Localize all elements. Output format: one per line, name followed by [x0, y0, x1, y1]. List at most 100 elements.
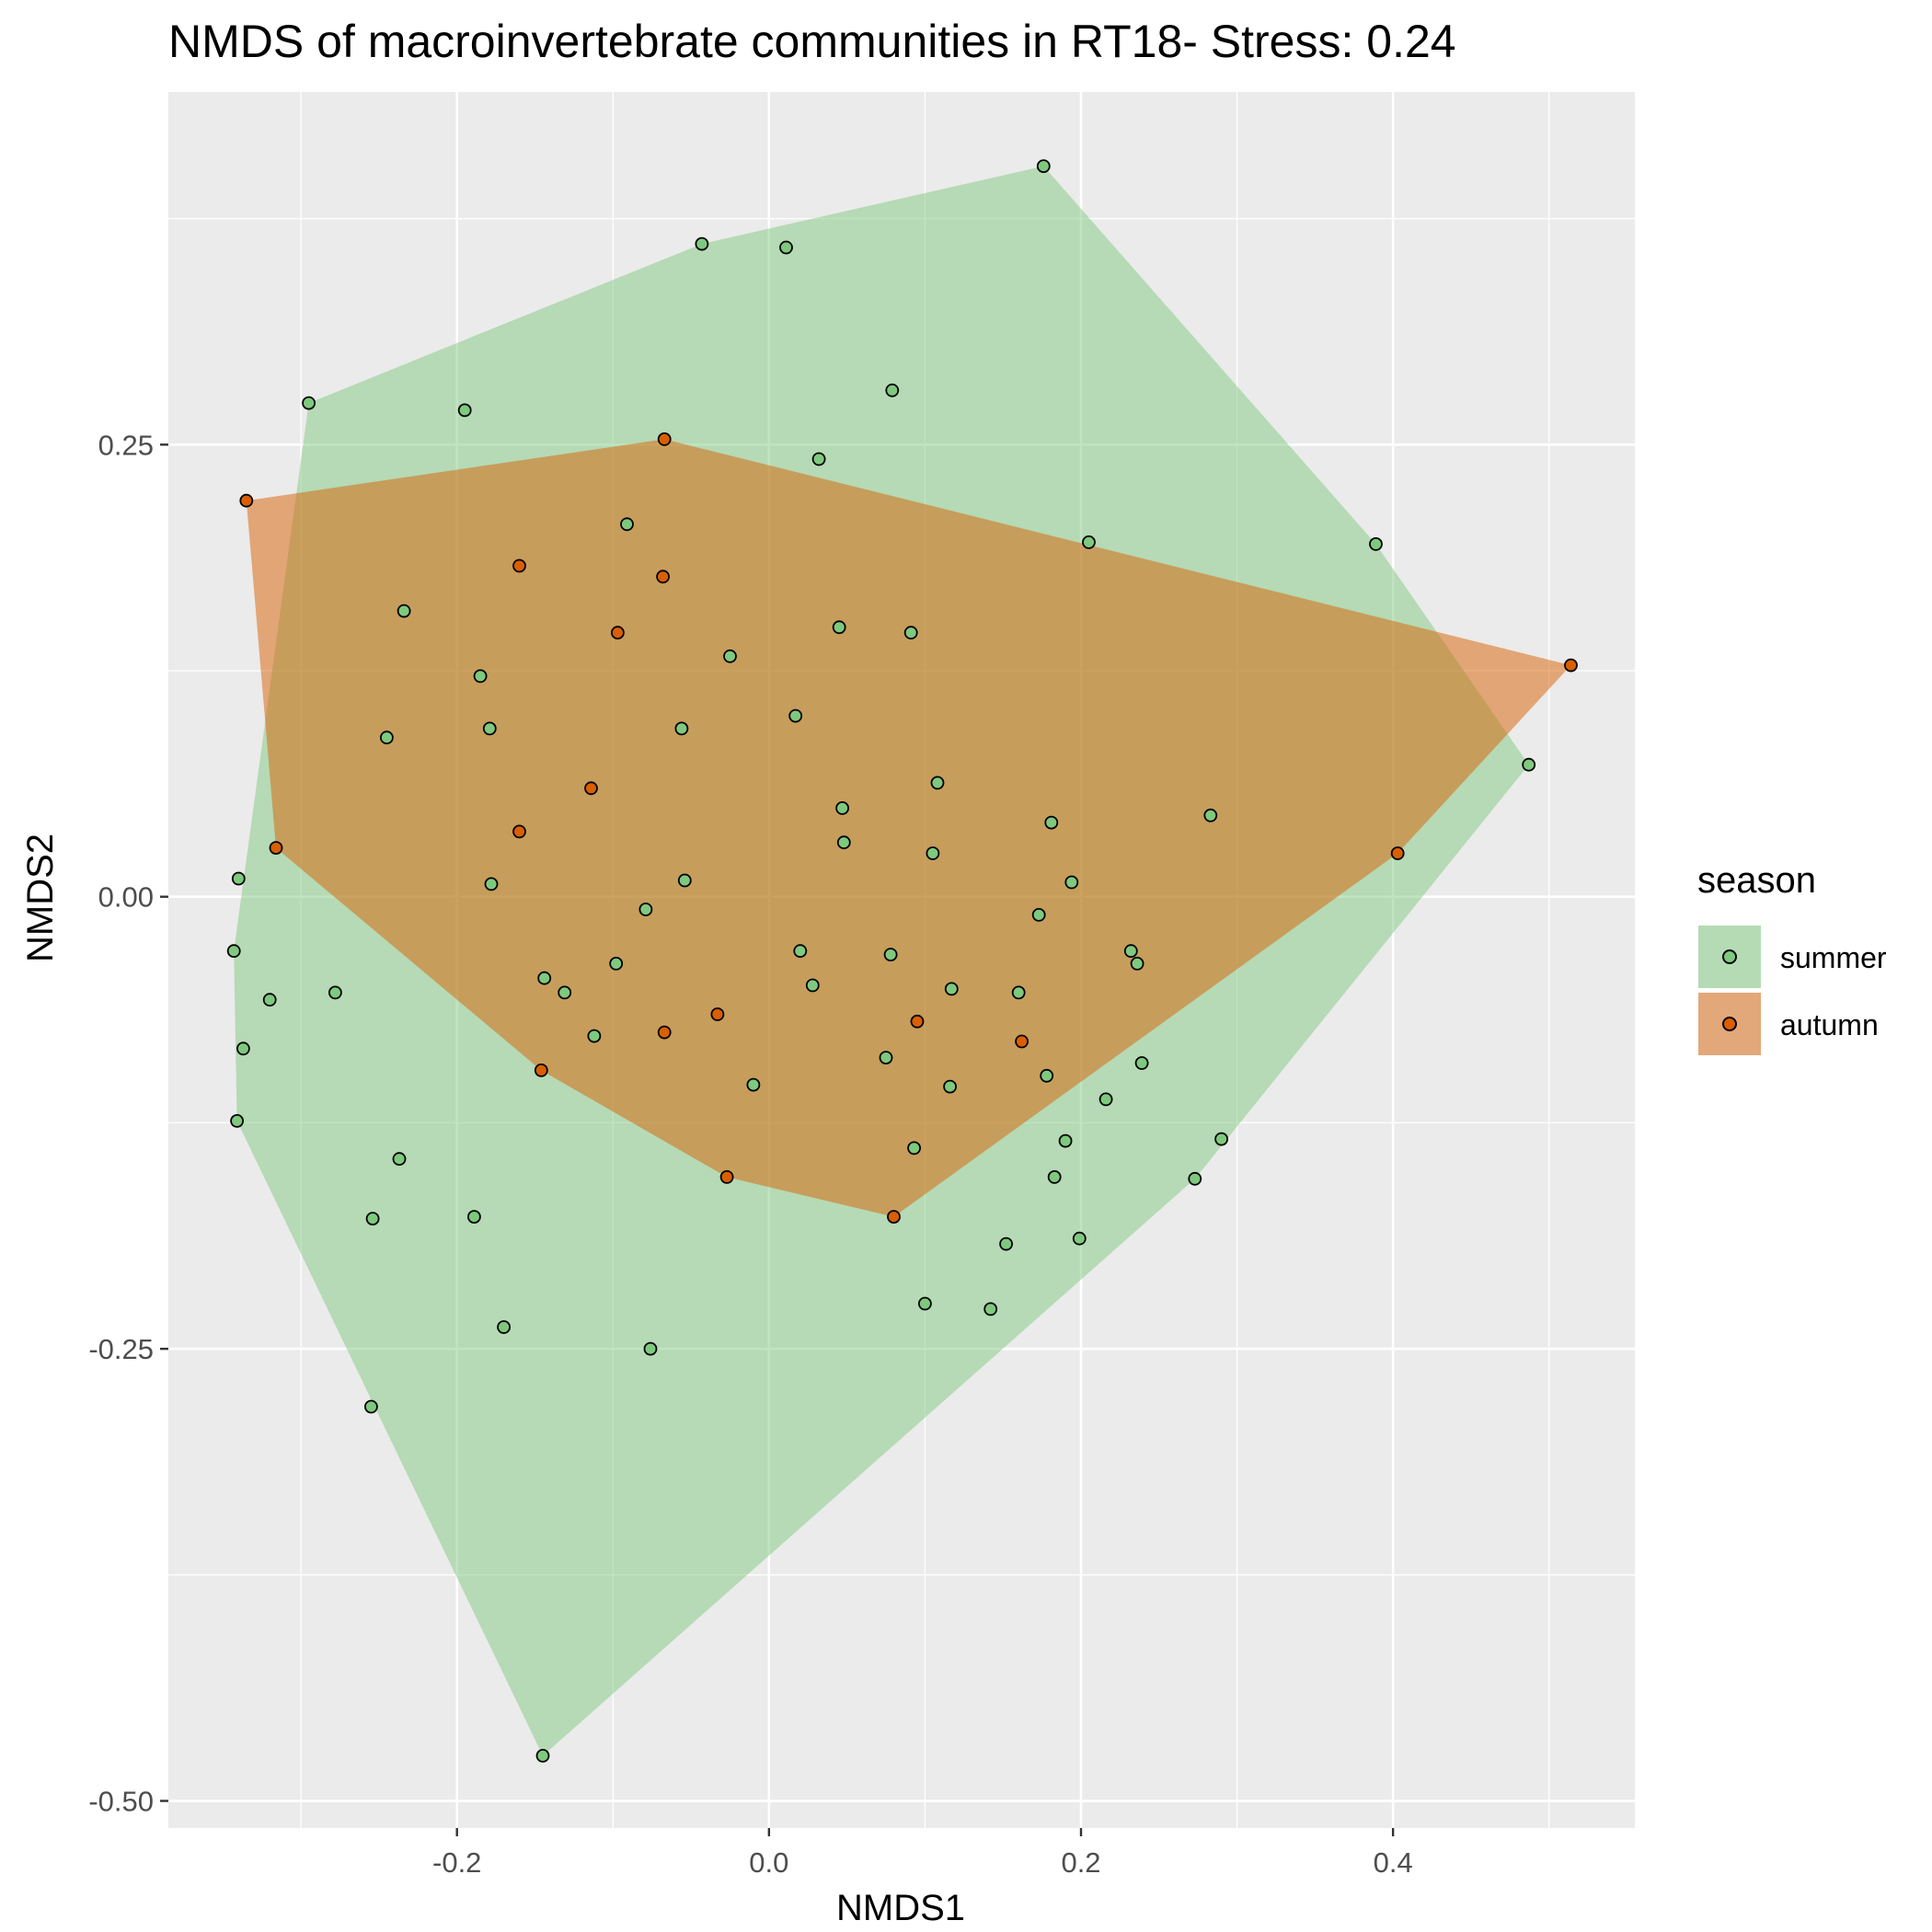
- point-summer: [793, 944, 808, 959]
- point-autumn: [656, 569, 670, 584]
- point-summer: [930, 776, 945, 790]
- point-autumn: [657, 1025, 672, 1040]
- legend: season summer autumn: [1696, 860, 1887, 1057]
- point-summer: [1064, 875, 1079, 890]
- point-layer: [226, 159, 1578, 1763]
- point-summer: [1072, 1231, 1087, 1246]
- point-summer: [363, 1399, 378, 1414]
- point-summer: [467, 1210, 481, 1224]
- point-summer: [811, 452, 826, 466]
- legend-label-autumn: autumn: [1780, 1008, 1879, 1041]
- x-axis-ticks: -0.2 0.0 0.2 0.4: [432, 1828, 1413, 1879]
- x-tick-label: 0.0: [749, 1846, 788, 1879]
- point-autumn: [719, 1170, 734, 1184]
- point-summer: [903, 626, 918, 640]
- point-autumn: [1015, 1034, 1029, 1049]
- point-summer: [836, 835, 851, 850]
- point-autumn: [512, 824, 526, 839]
- point-summer: [885, 383, 900, 397]
- point-summer: [328, 985, 342, 1000]
- point-summer: [907, 1141, 921, 1156]
- y-tick-label: -0.50: [88, 1786, 154, 1818]
- point-summer: [1123, 944, 1138, 959]
- point-autumn: [910, 1014, 925, 1029]
- point-summer: [1047, 1170, 1062, 1184]
- point-autumn: [584, 781, 598, 796]
- point-summer: [779, 240, 793, 255]
- point-summer: [1058, 1133, 1073, 1148]
- point-summer: [236, 1041, 250, 1056]
- point-summer: [482, 721, 497, 736]
- point-summer: [999, 1236, 1013, 1251]
- point-autumn: [1390, 846, 1405, 860]
- point-summer: [1134, 1056, 1149, 1070]
- point-summer: [558, 985, 572, 1000]
- y-axis-ticks: -0.50 -0.25 0.00 0.25: [88, 429, 168, 1818]
- point-summer: [1203, 808, 1218, 822]
- point-summer: [379, 730, 394, 745]
- legend-title: season: [1697, 860, 1816, 901]
- point-summer: [643, 1341, 658, 1356]
- point-summer: [392, 1152, 407, 1167]
- point-summer: [1214, 1132, 1228, 1146]
- point-summer: [1036, 159, 1051, 174]
- point-autumn: [657, 431, 672, 446]
- point-summer: [1040, 1068, 1054, 1083]
- point-summer: [1044, 815, 1059, 830]
- point-summer: [943, 1079, 957, 1094]
- point-summer: [484, 877, 499, 891]
- point-summer: [926, 846, 940, 860]
- y-tick-label: 0.00: [98, 881, 154, 914]
- point-summer: [1011, 985, 1026, 1000]
- point-summer: [918, 1296, 932, 1311]
- point-autumn: [1564, 658, 1578, 673]
- y-tick-label: 0.25: [98, 429, 154, 461]
- point-autumn: [611, 626, 625, 640]
- point-summer: [1082, 535, 1096, 549]
- point-autumn: [512, 558, 526, 573]
- point-summer: [1031, 908, 1046, 922]
- point-autumn: [887, 1210, 901, 1224]
- point-summer: [677, 873, 692, 888]
- x-tick-label: -0.2: [432, 1846, 481, 1879]
- hull-layer: [234, 166, 1571, 1756]
- point-summer: [788, 708, 803, 723]
- point-summer: [473, 669, 488, 684]
- point-summer: [805, 978, 820, 993]
- point-summer: [674, 721, 689, 736]
- point-summer: [1369, 537, 1383, 551]
- point-summer: [226, 944, 241, 959]
- point-summer: [230, 1114, 245, 1128]
- point-summer: [231, 871, 246, 886]
- hull-autumn: [246, 439, 1571, 1217]
- point-summer: [397, 604, 411, 618]
- point-summer: [1188, 1171, 1202, 1186]
- point-autumn: [534, 1064, 548, 1077]
- point-summer: [883, 948, 898, 961]
- point-summer: [609, 957, 624, 971]
- point-autumn: [710, 1007, 725, 1021]
- point-summer: [620, 517, 634, 532]
- y-tick-label: -0.25: [88, 1333, 154, 1365]
- point-summer: [497, 1320, 511, 1334]
- legend-point-autumn: [1722, 1017, 1737, 1031]
- point-summer: [638, 903, 653, 916]
- point-autumn: [269, 841, 283, 855]
- x-tick-label: 0.2: [1061, 1846, 1100, 1879]
- legend-point-summer: [1722, 949, 1737, 964]
- point-summer: [832, 620, 846, 635]
- point-summer: [302, 396, 316, 410]
- point-summer: [457, 403, 472, 418]
- chart-title: NMDS of macroinvertebrate communities in…: [168, 16, 1456, 67]
- point-summer: [535, 1749, 550, 1763]
- point-summer: [1522, 757, 1536, 772]
- point-autumn: [239, 493, 254, 508]
- x-axis-title: NMDS1: [836, 1888, 965, 1928]
- point-summer: [537, 971, 552, 985]
- y-axis-title: NMDS2: [20, 834, 61, 962]
- point-summer: [723, 649, 737, 663]
- point-summer: [262, 993, 277, 1007]
- point-summer: [1098, 1092, 1113, 1107]
- x-tick-label: 0.4: [1374, 1846, 1413, 1879]
